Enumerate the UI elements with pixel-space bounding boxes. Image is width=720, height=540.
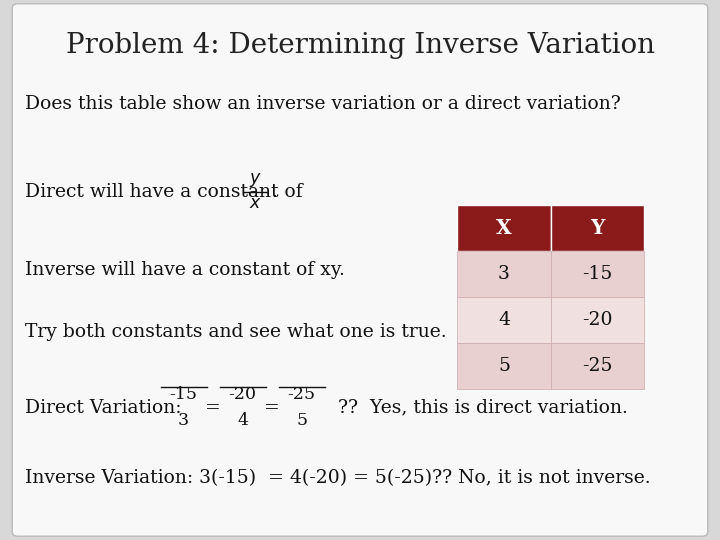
Text: Direct will have a constant of: Direct will have a constant of [25,183,309,201]
Text: 5: 5 [296,412,307,429]
Text: 5: 5 [498,357,510,375]
Bar [551,297,644,343]
Text: Direct Variation:: Direct Variation: [25,399,181,417]
Text: =: = [205,399,221,417]
Text: 3: 3 [498,265,510,283]
Text: Problem 4: Determining Inverse Variation: Problem 4: Determining Inverse Variation [66,32,654,59]
Text: Y: Y [590,218,605,238]
Text: -15: -15 [170,386,197,403]
Text: Try both constants and see what one is true.: Try both constants and see what one is t… [25,323,447,341]
Text: =: = [264,399,280,417]
Text: X: X [496,218,512,238]
Text: .: . [271,183,277,201]
Text: 3: 3 [178,412,189,429]
Text: 4: 4 [498,311,510,329]
Text: -25: -25 [582,357,613,375]
Text: $y$: $y$ [249,171,262,189]
Text: Does this table show an inverse variation or a direct variation?: Does this table show an inverse variatio… [25,95,621,113]
FancyBboxPatch shape [12,4,708,536]
Text: -15: -15 [582,265,613,283]
Text: $x$: $x$ [249,195,262,212]
Bar [457,343,551,389]
Bar [551,205,644,251]
Text: -20: -20 [582,311,613,329]
Bar [457,205,551,251]
Bar [551,251,644,297]
Text: ??  Yes, this is direct variation.: ?? Yes, this is direct variation. [338,399,628,417]
Bar [457,297,551,343]
Text: 4: 4 [237,412,248,429]
Text: Inverse will have a constant of xy.: Inverse will have a constant of xy. [25,261,345,279]
Text: Inverse Variation: 3(-15)  = 4(-20) = 5(-25)?? No, it is not inverse.: Inverse Variation: 3(-15) = 4(-20) = 5(-… [25,469,651,487]
Text: -25: -25 [287,386,316,403]
Bar [551,343,644,389]
Bar [457,251,551,297]
Text: -20: -20 [229,386,256,403]
